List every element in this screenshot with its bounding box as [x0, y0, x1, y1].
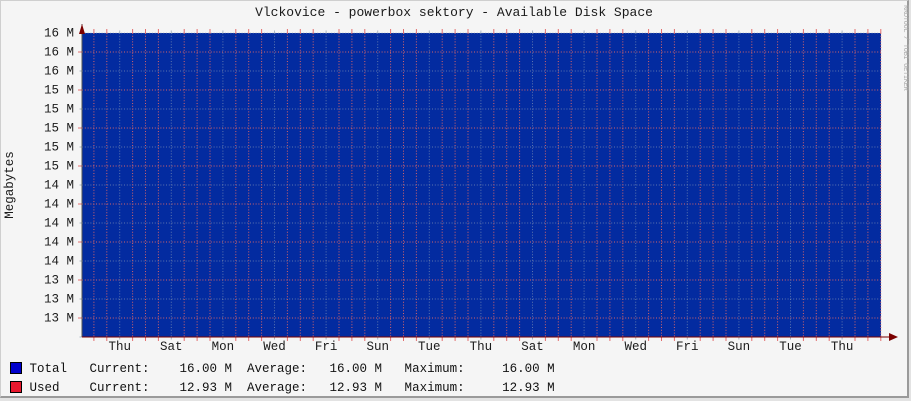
- svg-text:14 M: 14 M: [44, 236, 74, 250]
- svg-text:13 M: 13 M: [44, 293, 74, 307]
- svg-text:Sat: Sat: [160, 340, 183, 354]
- svg-text:15 M: 15 M: [44, 103, 74, 117]
- svg-text:16 M: 16 M: [44, 65, 74, 79]
- svg-text:Megabytes: Megabytes: [3, 151, 17, 219]
- svg-text:14 M: 14 M: [44, 179, 74, 193]
- svg-text:Thu: Thu: [831, 340, 854, 354]
- svg-text:Thu: Thu: [470, 340, 493, 354]
- svg-text:Mon: Mon: [573, 340, 596, 354]
- svg-text:14 M: 14 M: [44, 255, 74, 269]
- svg-text:15 M: 15 M: [44, 141, 74, 155]
- svg-text:13 M: 13 M: [44, 312, 74, 326]
- svg-text:16 M: 16 M: [44, 27, 74, 41]
- svg-text:13 M: 13 M: [44, 274, 74, 288]
- svg-text:15 M: 15 M: [44, 122, 74, 136]
- svg-text:15 M: 15 M: [44, 160, 74, 174]
- svg-text:15 M: 15 M: [44, 84, 74, 98]
- svg-text:14 M: 14 M: [44, 217, 74, 231]
- svg-text:Thu: Thu: [108, 340, 131, 354]
- svg-text:Wed: Wed: [263, 340, 286, 354]
- svg-text:Fri: Fri: [676, 340, 699, 354]
- svg-text:14 M: 14 M: [44, 198, 74, 212]
- svg-text:Sat: Sat: [521, 340, 544, 354]
- svg-text:Tue: Tue: [418, 340, 441, 354]
- svg-text:Fri: Fri: [315, 340, 338, 354]
- svg-text:Mon: Mon: [212, 340, 235, 354]
- svg-text:16 M: 16 M: [44, 46, 74, 60]
- svg-text:Tue: Tue: [779, 340, 802, 354]
- svg-text:Sun: Sun: [728, 340, 751, 354]
- svg-text:Sun: Sun: [366, 340, 389, 354]
- svg-text:Wed: Wed: [624, 340, 647, 354]
